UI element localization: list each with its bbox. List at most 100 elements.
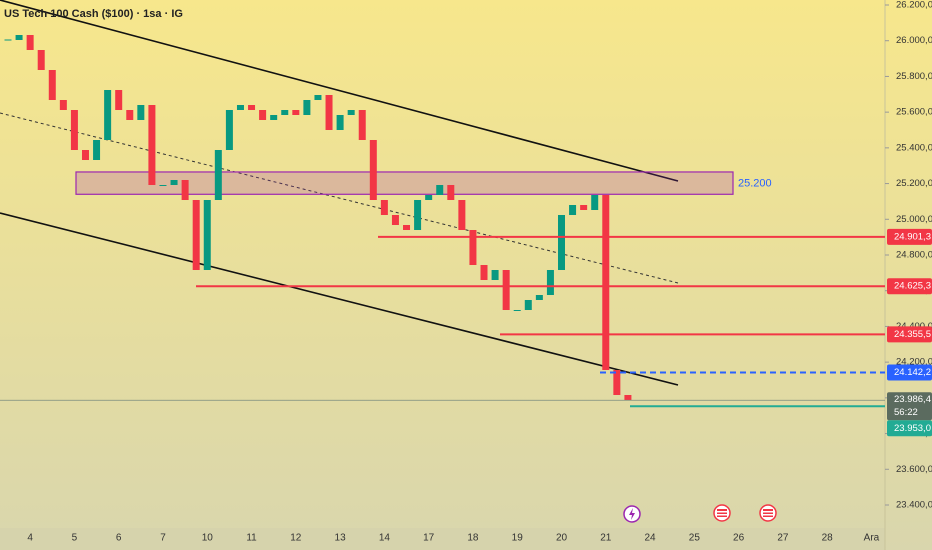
y-tick-label: 24.800,0 bbox=[896, 250, 932, 261]
candle bbox=[469, 230, 477, 265]
y-tick-label: 25.200,0 bbox=[896, 178, 932, 189]
candle bbox=[502, 270, 510, 310]
candle bbox=[203, 200, 211, 270]
price-tag bbox=[887, 228, 932, 245]
candle bbox=[347, 110, 355, 115]
price-tag bbox=[887, 278, 932, 295]
candle bbox=[524, 300, 532, 310]
candle bbox=[15, 35, 23, 40]
channel-upper bbox=[0, 0, 679, 182]
y-tick-label: 24.200,0 bbox=[896, 357, 932, 368]
candle bbox=[115, 90, 123, 110]
candle bbox=[303, 100, 311, 115]
y-tick-label: 25.600,0 bbox=[896, 107, 932, 118]
price-tag-label: 24.142,2 bbox=[894, 367, 931, 378]
channel-lower bbox=[0, 212, 679, 386]
candle bbox=[281, 110, 289, 115]
candle bbox=[148, 105, 156, 185]
y-tick-label: 23.600,0 bbox=[896, 464, 932, 475]
candle bbox=[447, 185, 455, 200]
candle bbox=[380, 200, 388, 215]
y-tick-label: 25.000,0 bbox=[896, 214, 932, 225]
last-price-tag bbox=[887, 392, 932, 421]
chart-title: US Tech 100 Cash ($100) · 1sa · IG bbox=[4, 8, 183, 20]
candle bbox=[369, 140, 377, 200]
candle bbox=[70, 110, 78, 150]
candle bbox=[414, 200, 422, 230]
x-tick-label: 17 bbox=[423, 533, 435, 544]
candle bbox=[292, 110, 300, 115]
candle bbox=[314, 95, 322, 100]
candle bbox=[436, 185, 444, 195]
x-tick-label: 28 bbox=[822, 533, 834, 544]
candle bbox=[214, 150, 222, 200]
x-tick-label: 10 bbox=[202, 533, 214, 544]
candle bbox=[37, 50, 45, 70]
x-tick-label: 26 bbox=[733, 533, 745, 544]
candle bbox=[236, 105, 244, 110]
candle bbox=[259, 110, 267, 120]
candle bbox=[535, 295, 543, 300]
candle bbox=[59, 100, 67, 110]
candle bbox=[93, 140, 101, 160]
x-tick-label: 13 bbox=[335, 533, 347, 544]
x-tick-label: Ara bbox=[864, 533, 880, 544]
candle bbox=[192, 200, 200, 270]
countdown: 56:22 bbox=[894, 407, 918, 418]
x-tick-label: 6 bbox=[116, 533, 122, 544]
candle bbox=[159, 185, 167, 186]
x-tick-label: 18 bbox=[467, 533, 479, 544]
price-tag-label: 23.953,0 bbox=[894, 423, 931, 434]
candle bbox=[403, 225, 411, 230]
x-tick-label: 24 bbox=[644, 533, 656, 544]
y-tick-label: 26.000,0 bbox=[896, 35, 932, 46]
candle bbox=[458, 200, 466, 230]
y-tick-label: 23.400,0 bbox=[896, 500, 932, 511]
candle bbox=[491, 270, 499, 280]
candle bbox=[48, 70, 56, 100]
x-tick-label: 5 bbox=[72, 533, 78, 544]
candle bbox=[336, 115, 344, 130]
candle bbox=[602, 195, 610, 370]
candle bbox=[4, 39, 12, 41]
candle bbox=[126, 110, 134, 120]
price-tag bbox=[887, 326, 932, 343]
x-tick-label: 21 bbox=[600, 533, 612, 544]
x-tick-label: 19 bbox=[512, 533, 524, 544]
candle bbox=[591, 195, 599, 210]
x-tick-label: 14 bbox=[379, 533, 391, 544]
candle bbox=[613, 370, 621, 395]
candle bbox=[569, 205, 577, 215]
candle bbox=[425, 195, 433, 200]
candle bbox=[558, 215, 565, 270]
event-icons bbox=[623, 504, 777, 523]
x-tick-label: 11 bbox=[246, 533, 257, 544]
x-axis-strip bbox=[0, 528, 885, 550]
x-tick-label: 12 bbox=[290, 533, 302, 544]
candle bbox=[480, 265, 488, 280]
zone-label: 25.200 bbox=[738, 177, 772, 189]
x-tick-label: 7 bbox=[160, 533, 166, 544]
x-tick-label: 25 bbox=[689, 533, 701, 544]
x-tick-label: 20 bbox=[556, 533, 568, 544]
price-tag-label: 24.625,3 bbox=[894, 281, 931, 292]
price-tag bbox=[887, 420, 932, 437]
candle bbox=[26, 35, 34, 50]
price-tag bbox=[887, 364, 932, 381]
candle bbox=[170, 180, 178, 185]
candle bbox=[248, 105, 256, 110]
candle bbox=[580, 205, 588, 210]
candle bbox=[624, 395, 632, 400]
last-price-label: 23.986,4 bbox=[894, 394, 931, 405]
x-tick-label: 4 bbox=[27, 533, 33, 544]
candle bbox=[225, 110, 233, 150]
candle bbox=[391, 215, 399, 225]
candle bbox=[181, 180, 189, 200]
candle bbox=[270, 115, 278, 120]
price-tag-label: 24.901,3 bbox=[894, 231, 931, 242]
candle bbox=[358, 110, 366, 140]
candle bbox=[137, 105, 145, 120]
zone bbox=[75, 171, 734, 195]
